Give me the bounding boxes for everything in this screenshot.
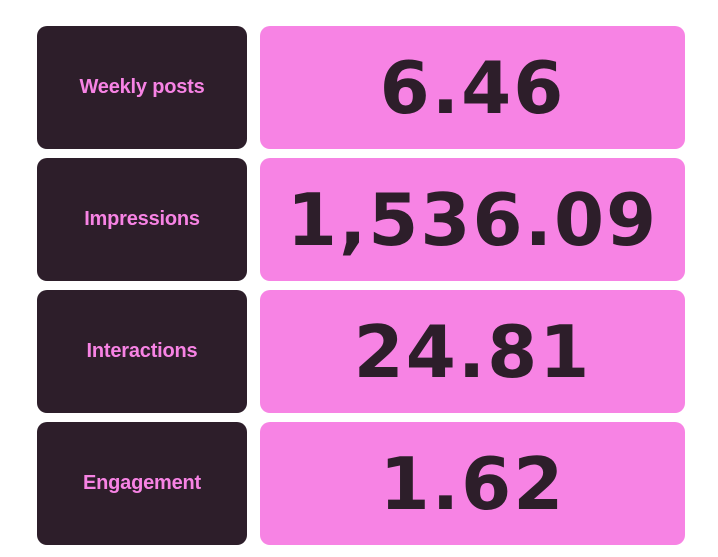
metric-row-interactions: Interactions 24.81 (37, 290, 685, 413)
metric-label-cell: Engagement (37, 422, 247, 545)
metric-value-cell: 24.81 (260, 290, 685, 413)
metric-value-cell: 6.46 (260, 26, 685, 149)
metric-label: Interactions (86, 340, 198, 362)
metric-row-impressions: Impressions 1,536.09 (37, 158, 685, 281)
metric-value: 1.62 (379, 441, 566, 526)
metric-value-cell: 1.62 (260, 422, 685, 545)
metrics-grid: Weekly posts 6.46 Impressions 1,536.09 I… (37, 26, 685, 545)
metric-value: 6.46 (379, 45, 566, 130)
metric-label: Weekly posts (79, 76, 205, 98)
metric-label: Engagement (82, 472, 202, 494)
metric-row-weekly-posts: Weekly posts 6.46 (37, 26, 685, 149)
metric-value: 24.81 (353, 309, 592, 394)
metric-label-cell: Weekly posts (37, 26, 247, 149)
metric-label-cell: Interactions (37, 290, 247, 413)
metric-value-cell: 1,536.09 (260, 158, 685, 281)
metric-label: Impressions (84, 208, 200, 230)
metric-value: 1,536.09 (286, 177, 659, 262)
metric-row-engagement: Engagement 1.62 (37, 422, 685, 545)
metric-label-cell: Impressions (37, 158, 247, 281)
